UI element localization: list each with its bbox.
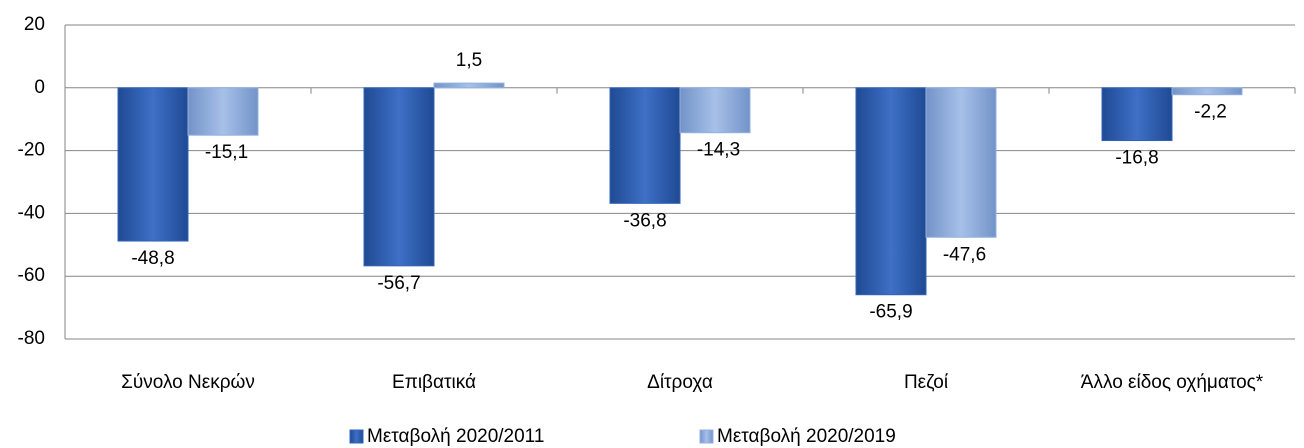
data-label: -48,8 — [131, 248, 174, 269]
x-tick-label: Επιβατικά — [392, 372, 476, 393]
bar — [679, 87, 751, 134]
bar — [187, 87, 259, 136]
bar — [363, 87, 435, 267]
data-label: -15,1 — [205, 142, 248, 163]
x-tick-label: Σύνολο Νεκρών — [121, 372, 255, 393]
y-tick-label: -20 — [18, 140, 45, 161]
legend-label: Μεταβολή 2020/2011 — [367, 426, 544, 447]
x-tick-label: Άλλο είδος οχήματος* — [1081, 372, 1264, 393]
x-tick-label: Πεζοί — [904, 372, 949, 393]
bar — [433, 82, 505, 89]
data-label: 1,5 — [456, 50, 482, 71]
data-label: -65,9 — [869, 302, 912, 323]
y-tick-label: 20 — [24, 14, 45, 35]
x-tick-label: Δίτροχα — [647, 372, 713, 393]
data-label: -47,6 — [943, 244, 986, 265]
bar — [117, 87, 189, 242]
bar — [609, 87, 681, 204]
data-label: -16,8 — [1115, 148, 1158, 169]
data-label: -56,7 — [377, 273, 420, 294]
data-label: -36,8 — [623, 210, 666, 231]
legend-label: Μεταβολή 2020/2019 — [717, 426, 896, 447]
data-label: -14,3 — [697, 140, 740, 161]
bar — [1101, 87, 1173, 142]
data-label: -2,2 — [1194, 102, 1227, 123]
y-tick-label: -60 — [18, 265, 45, 286]
bar — [925, 87, 997, 238]
y-tick-label: 0 — [34, 77, 45, 98]
legend-swatch — [699, 429, 714, 444]
y-tick-label: -80 — [18, 328, 45, 349]
legend-swatch — [349, 429, 364, 444]
bar — [1171, 87, 1243, 96]
y-tick-label: -40 — [18, 202, 45, 223]
bar — [855, 87, 927, 296]
